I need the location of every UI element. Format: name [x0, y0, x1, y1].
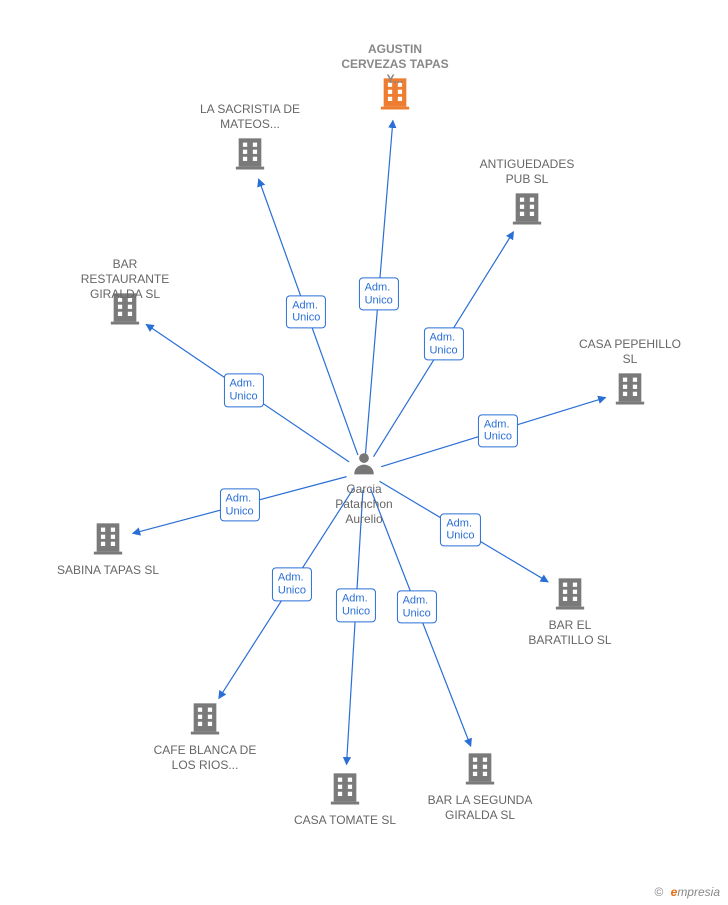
company-node-label: ANTIGUEDADES PUB SL: [472, 157, 582, 187]
company-node-label: LA SACRISTIA DE MATEOS...: [195, 102, 305, 132]
company-node-building-icon: [510, 191, 544, 230]
company-node-label: CASA PEPEHILLO SL: [575, 337, 685, 367]
edge-label: Adm. Unico: [286, 295, 326, 328]
brand-rest: mpresia: [677, 885, 720, 899]
edge-label: Adm. Unico: [336, 589, 376, 622]
company-node-building-icon: [553, 576, 587, 615]
company-node-label: BAR LA SEGUNDA GIRALDA SL: [425, 793, 535, 823]
company-node-building-icon: [328, 771, 362, 810]
edge-label: Adm. Unico: [359, 277, 399, 310]
edge-label: Adm. Unico: [478, 414, 518, 447]
company-node-label: CAFE BLANCA DE LOS RIOS...: [150, 743, 260, 773]
center-node-person-icon: [351, 451, 377, 482]
company-node-label: AGUSTIN CERVEZAS TAPAS Y...: [340, 42, 450, 87]
company-node-building-icon: [233, 136, 267, 175]
company-node-label: CASA TOMATE SL: [290, 813, 400, 828]
footer-copyright: © empresia: [654, 885, 720, 899]
center-node-label: Garcia Patanchon Aurelio: [319, 482, 409, 527]
copyright-symbol: ©: [654, 885, 663, 899]
company-node-building-icon: [91, 521, 125, 560]
edge-label: Adm. Unico: [223, 374, 263, 407]
company-node-label: SABINA TAPAS SL: [53, 563, 163, 578]
company-node-label: BAR RESTAURANTE GIRALDA SL: [70, 257, 180, 302]
edge-line: [347, 490, 363, 765]
company-node-building-icon: [463, 751, 497, 790]
edge-label: Adm. Unico: [220, 488, 260, 521]
company-node-label: BAR EL BARATILLO SL: [515, 618, 625, 648]
edge-label: Adm. Unico: [397, 591, 437, 624]
edge-label: Adm. Unico: [272, 568, 312, 601]
company-node-building-icon: [188, 701, 222, 740]
edge-label: Adm. Unico: [423, 328, 463, 361]
company-node-building-icon: [613, 371, 647, 410]
edge-label: Adm. Unico: [440, 513, 480, 546]
